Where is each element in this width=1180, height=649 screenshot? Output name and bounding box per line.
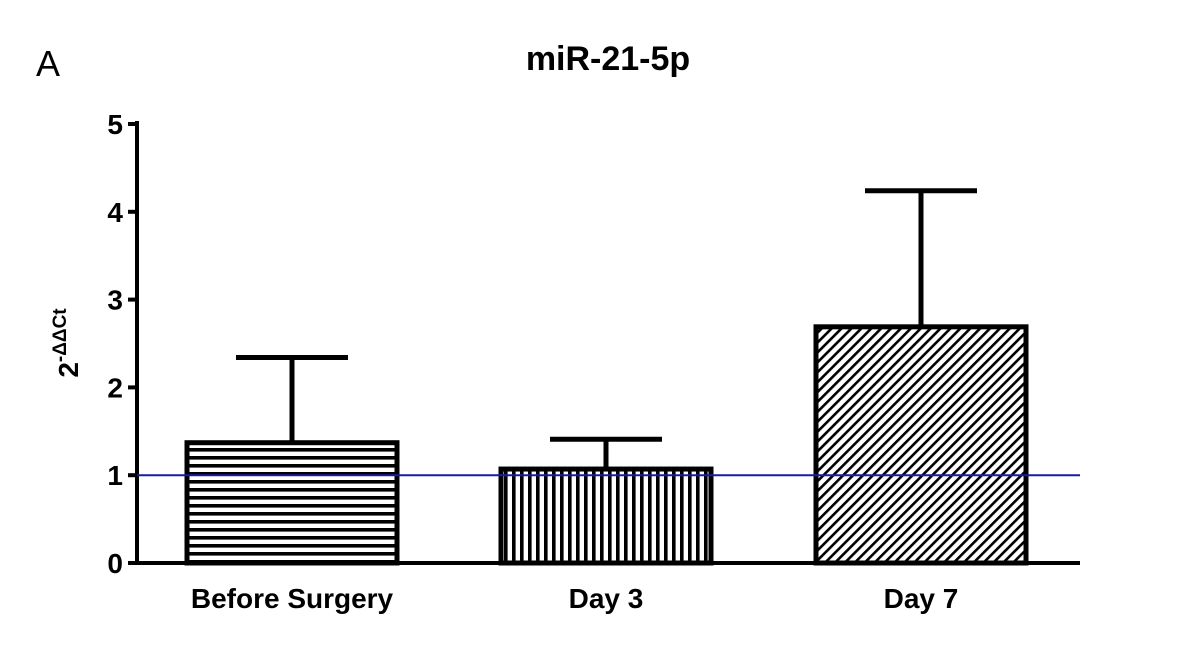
y-tick-label: 0 bbox=[107, 548, 123, 579]
x-tick-label: Day 7 bbox=[884, 583, 959, 614]
y-tick-label: 2 bbox=[107, 372, 123, 403]
panel-letter: A bbox=[36, 43, 60, 84]
bar bbox=[184, 440, 400, 566]
x-tick-label: Day 3 bbox=[569, 583, 644, 614]
y-tick-label: 3 bbox=[107, 285, 123, 316]
bar bbox=[813, 324, 1029, 566]
x-tick-label: Before Surgery bbox=[191, 583, 394, 614]
labels-layer: Before Surgery Day 3 Day 7 0 1 2 3 4 5 bbox=[107, 109, 958, 614]
y-axis-title-base: 2 bbox=[53, 362, 84, 378]
y-axis-title-superscript: -ΔΔCt bbox=[50, 308, 71, 362]
y-tick-label: 5 bbox=[107, 109, 123, 140]
bar bbox=[498, 466, 714, 566]
chart-title: miR-21-5p bbox=[526, 40, 690, 78]
axes-layer bbox=[128, 121, 1080, 565]
y-tick-label: 1 bbox=[107, 460, 123, 491]
y-axis-title: 2-ΔΔCt bbox=[50, 308, 84, 378]
y-tick-label: 4 bbox=[107, 197, 123, 228]
error-bars-layer bbox=[236, 188, 977, 470]
